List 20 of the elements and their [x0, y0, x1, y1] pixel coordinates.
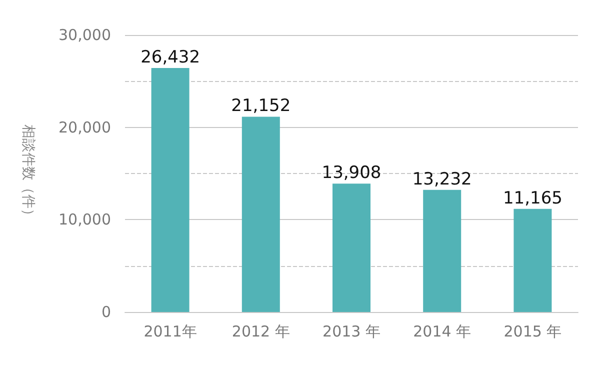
x-tick-label: 2012 年	[232, 322, 290, 340]
data-label: 11,165	[502, 188, 562, 208]
x-tick-label: 2014 年	[413, 322, 472, 340]
y-tick-label: 20,000	[58, 118, 111, 136]
y-tick-label: 30,000	[58, 26, 111, 44]
data-label: 13,232	[412, 169, 472, 190]
data-label: 13,908	[322, 163, 382, 184]
y-axis-title: 相談件数（件）	[20, 124, 36, 222]
data-label: 26,432	[140, 47, 200, 68]
bar	[151, 68, 190, 312]
y-tick-label: 10,000	[58, 210, 111, 229]
bar	[514, 208, 552, 312]
bar	[332, 184, 370, 312]
y-tick-label: 0	[101, 303, 111, 321]
x-tick-label: 2015 年	[504, 322, 562, 340]
x-tick-label: 2013 年	[322, 322, 380, 340]
x-tick-label: 2011年	[144, 322, 197, 340]
data-label: 21,152	[231, 96, 291, 116]
bar	[242, 116, 280, 312]
bar	[423, 190, 462, 312]
